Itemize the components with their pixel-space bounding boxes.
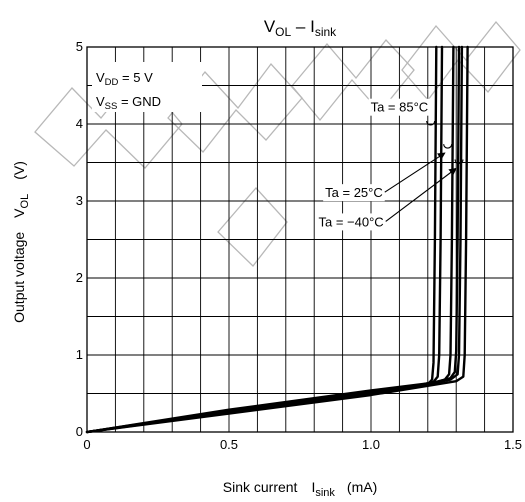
y-tick-label: 5	[76, 39, 83, 54]
condition-vss: VSS = GND	[96, 94, 161, 112]
condition-vdd: VDD = 5 V	[96, 70, 153, 88]
annotations: Ta = 85°C Ta = 25°C Ta = −40°C	[316, 98, 464, 231]
x-label-unit: (mA)	[347, 479, 377, 495]
x-tick-label: 1.5	[504, 437, 522, 452]
annotation-background	[368, 98, 431, 116]
annotation-label: Ta = 85°C	[371, 100, 429, 115]
title-second: I	[310, 17, 315, 36]
chart-title: VOL – Isink	[264, 17, 337, 39]
y-tick-label: 0	[76, 424, 83, 439]
x-tick-labels: 0 0.5 1.0 1.5	[83, 437, 522, 452]
vdd-subscript: DD	[105, 77, 119, 88]
title-separator: –	[291, 17, 310, 36]
annotation-arrow	[384, 152, 446, 193]
vss-subscript: SS	[105, 101, 118, 112]
vss-value: = GND	[117, 94, 161, 109]
title-main: V	[264, 17, 276, 36]
x-tick-label: 0	[83, 437, 90, 452]
series-line	[85, 45, 469, 434]
y-label-symbol: V	[11, 208, 27, 218]
series-layer	[85, 45, 469, 434]
x-tick-label: 1.0	[362, 437, 380, 452]
vdd-symbol: V	[96, 70, 105, 85]
watermark	[34, 20, 521, 267]
title-second-subscript: sink	[315, 25, 337, 39]
y-tick-label: 2	[76, 270, 83, 285]
annotation-label: Ta = 25°C	[325, 185, 383, 200]
x-label-prefix: Sink current	[223, 479, 298, 495]
annotation-background	[323, 184, 385, 202]
annotation-label: Ta = −40°C	[319, 214, 384, 229]
vss-symbol: V	[96, 94, 105, 109]
y-tick-label: 4	[76, 116, 83, 131]
series-line	[85, 45, 461, 434]
y-tick-label: 3	[76, 193, 83, 208]
y-tick-label: 1	[76, 347, 83, 362]
x-tick-label: 0.5	[220, 437, 238, 452]
title-main-subscript: OL	[275, 25, 291, 39]
annotation-background	[316, 213, 386, 231]
vdd-value: = 5 V	[118, 70, 153, 85]
curve-marker	[454, 159, 464, 165]
conditions-background	[92, 62, 202, 112]
x-label-subscript: sink	[315, 487, 335, 499]
curve-marker	[426, 120, 436, 126]
y-axis-label: Output voltage VOL (V)	[11, 161, 31, 323]
y-label-subscript: OL	[19, 194, 31, 209]
y-label-prefix: Output voltage	[11, 232, 27, 323]
conditions: VDD = 5 V VSS = GND	[92, 62, 202, 112]
y-label-unit: (V)	[11, 161, 27, 180]
x-label-symbol: I	[311, 479, 315, 495]
plot-frame	[86, 46, 514, 433]
annotation-arrow	[385, 167, 457, 222]
y-tick-labels: 0 1 2 3 4 5	[76, 39, 83, 439]
x-axis-label: Sink current Isink (mA)	[223, 479, 377, 499]
curve-marker	[443, 144, 453, 149]
